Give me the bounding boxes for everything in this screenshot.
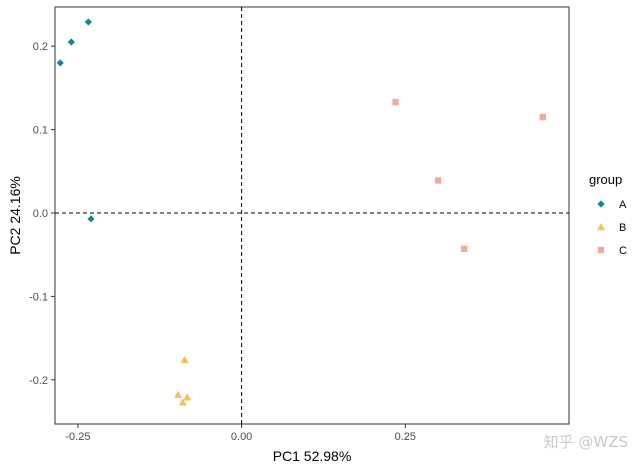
panel-border [54,6,570,425]
legend-label-c: C [619,245,627,257]
data-point-a [84,18,92,26]
watermark: 知乎 @WZS [544,433,628,451]
legend-title: group [589,172,622,187]
data-point-b [174,390,183,399]
legend-label-b: B [619,222,626,234]
data-point-b [183,393,192,401]
y-tick-label: -0.2 [29,375,48,387]
plot-panel [54,6,570,425]
legend-key-b [597,223,605,231]
legend: group ABC [589,172,627,257]
x-tick-label: -0.25 [65,431,90,443]
legend-key-a [597,200,605,208]
axis-ticks: -0.25 0.00 0.25 -0.2 -0.1 0.0 0.1 0.2 [29,41,416,443]
data-point-a [67,38,75,46]
data-point-c [539,113,547,121]
y-tick-label: 0.1 [33,125,48,137]
data-point-c [392,98,399,106]
data-points [56,18,547,406]
y-tick-label: -0.1 [29,291,48,303]
legend-key-c [597,246,605,254]
y-tick-label: 0.0 [33,208,48,220]
x-tick-label: 0.25 [395,431,416,443]
legend-label-a: A [619,199,627,211]
data-point-a [87,215,95,223]
y-axis-title: PC2 24.16% [7,176,23,255]
x-tick-label: 0.00 [231,431,252,443]
x-axis-title: PC1 52.98% [273,448,352,464]
data-point-a [56,59,64,67]
y-tick-label: 0.2 [33,41,48,53]
data-point-c [434,177,442,184]
data-point-b [178,398,187,406]
data-point-c [461,245,468,253]
data-point-b [180,355,189,363]
